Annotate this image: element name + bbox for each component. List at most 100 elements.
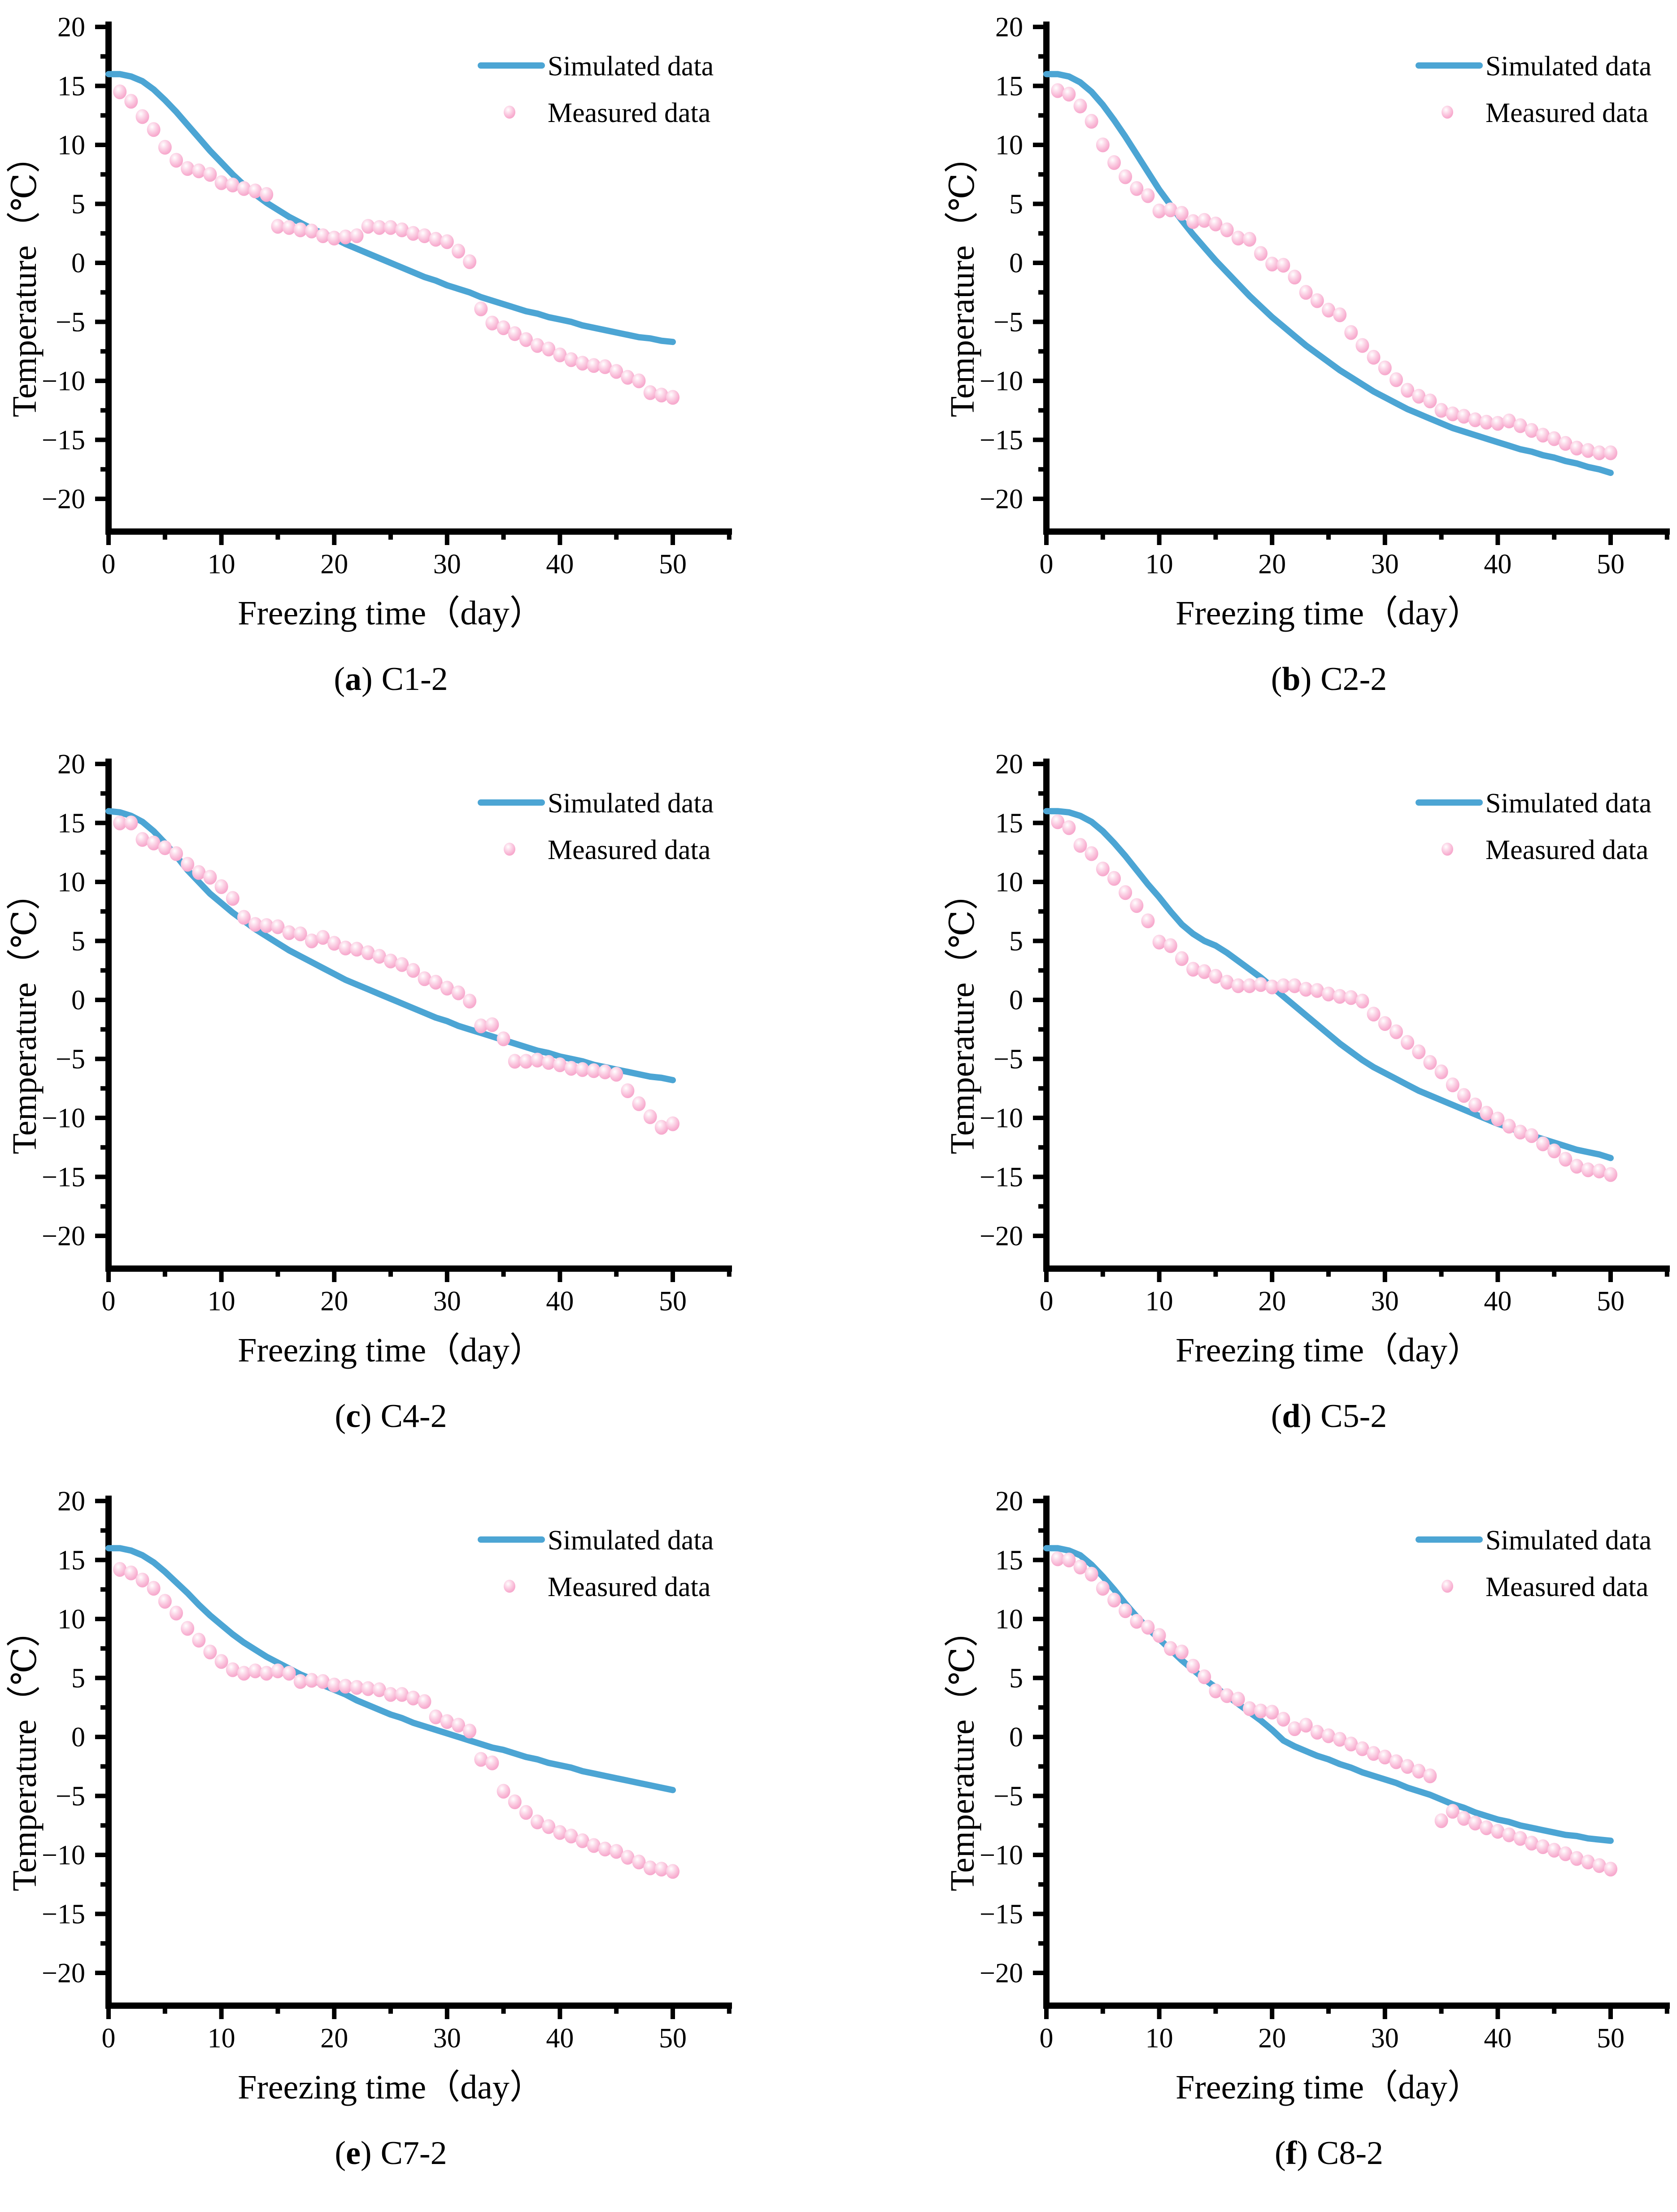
chart-panel-a: 20 15 10 5 0 −5 −10 −15 −20 0 10 20 30 40 50 Simulated… [0,0,838,737]
svg-text:0: 0 [1009,1722,1023,1753]
svg-text:0: 0 [1040,1286,1054,1317]
caption-paren-close: ) [1297,2135,1308,2172]
caption-letter: b [1282,661,1301,698]
x-axis-label: Freezing time（day） [1176,594,1481,632]
svg-text:−5: −5 [56,307,85,338]
svg-text:20: 20 [995,12,1023,43]
legend-measured-label: Measured data [1485,835,1648,865]
panel-caption: (e) C7-2 [0,2133,810,2173]
svg-text:20: 20 [57,12,85,43]
caption-letter: e [346,2135,361,2172]
svg-text:0: 0 [102,2023,116,2054]
data-series [1043,808,1617,1182]
svg-text:0: 0 [102,549,116,580]
svg-text:40: 40 [1484,1286,1511,1317]
legend: Simulated data Measured data [1416,1525,1651,1602]
svg-text:−20: −20 [42,1221,85,1252]
svg-text:30: 30 [433,549,461,580]
panel-caption: (c) C4-2 [0,1396,810,1436]
svg-text:0: 0 [1040,549,1054,580]
caption-label: C4-2 [380,1398,447,1435]
chart-panel-e: 20 15 10 5 0 −5 −10 −15 −20 0 10 20 30 40 50 Simulated… [0,1474,838,2211]
svg-text:5: 5 [71,189,85,220]
legend: Simulated data Measured data [1416,51,1651,128]
legend-measured-marker-sample [504,842,515,856]
x-axis-label: Freezing time（day） [1176,1331,1481,1369]
svg-text:−15: −15 [980,425,1023,456]
chart-panel-d: 20 15 10 5 0 −5 −10 −15 −20 0 10 20 30 40 50 Simulated… [838,737,1677,1474]
svg-text:−10: −10 [42,366,85,397]
data-series [1043,71,1617,476]
legend-measured-marker-sample [1442,842,1453,856]
svg-text:−15: −15 [980,1899,1023,1930]
svg-text:10: 10 [57,1604,85,1635]
svg-text:15: 15 [995,71,1023,102]
legend-simulated-label: Simulated data [548,788,714,819]
caption-label: C7-2 [380,2135,447,2172]
svg-text:40: 40 [546,549,574,580]
svg-text:20: 20 [57,749,85,780]
legend-measured-label: Measured data [548,835,710,865]
svg-text:−15: −15 [42,1162,85,1193]
svg-text:30: 30 [1371,1286,1399,1317]
svg-text:15: 15 [57,71,85,102]
svg-text:40: 40 [546,1286,574,1317]
svg-text:10: 10 [995,867,1023,898]
y-axis-label: Temperature（℃） [944,139,981,417]
svg-text:−15: −15 [42,425,85,456]
data-series [1043,1545,1617,1877]
data-series [105,808,680,1135]
legend-measured-marker-sample [1442,105,1453,119]
svg-text:0: 0 [102,1286,116,1317]
svg-text:0: 0 [1040,2023,1054,2054]
svg-text:50: 50 [659,1286,687,1317]
svg-text:0: 0 [71,1722,85,1753]
svg-text:5: 5 [71,1663,85,1694]
caption-letter: d [1282,1398,1301,1435]
svg-text:20: 20 [320,549,348,580]
chart-panel-f: 20 15 10 5 0 −5 −10 −15 −20 0 10 20 30 40 50 Simulated… [838,1474,1677,2211]
svg-text:40: 40 [1484,2023,1511,2054]
legend-simulated-label: Simulated data [548,1525,714,1556]
svg-text:50: 50 [1597,2023,1625,2054]
legend-measured-label: Measured data [1485,98,1648,128]
svg-text:−5: −5 [56,1781,85,1812]
legend-measured-marker-sample [504,1579,515,1593]
legend: Simulated data Measured data [478,788,714,865]
svg-text:20: 20 [320,1286,348,1317]
caption-paren-open: ( [1271,1398,1282,1435]
svg-text:20: 20 [1258,2023,1286,2054]
svg-text:10: 10 [995,130,1023,161]
svg-text:20: 20 [1258,549,1286,580]
x-axis-label: Freezing time（day） [238,2068,544,2106]
chart-panel-b: 20 15 10 5 0 −5 −10 −15 −20 0 10 20 30 40 50 Simulated… [838,0,1677,737]
svg-text:10: 10 [57,867,85,898]
legend-simulated-label: Simulated data [1485,788,1651,819]
svg-text:−5: −5 [993,1781,1023,1812]
caption-label: C8-2 [1316,2135,1383,2172]
svg-text:5: 5 [1009,926,1023,957]
svg-text:30: 30 [1371,549,1399,580]
legend-measured-marker-sample [1442,1579,1453,1593]
caption-paren-open: ( [1271,661,1282,698]
caption-paren-close: ) [360,2135,372,2172]
chart-panel-c: 20 15 10 5 0 −5 −10 −15 −20 0 10 20 30 40 50 Simulated… [0,737,838,1474]
svg-text:5: 5 [1009,1663,1023,1694]
panel-caption: (f) C8-2 [910,2133,1677,2173]
svg-text:20: 20 [995,749,1023,780]
svg-text:−10: −10 [42,1840,85,1871]
svg-text:10: 10 [208,549,235,580]
svg-text:−20: −20 [980,1221,1023,1252]
svg-text:0: 0 [71,248,85,279]
svg-text:20: 20 [320,2023,348,2054]
x-axis-label: Freezing time（day） [238,594,544,632]
legend-simulated-label: Simulated data [1485,1525,1651,1556]
